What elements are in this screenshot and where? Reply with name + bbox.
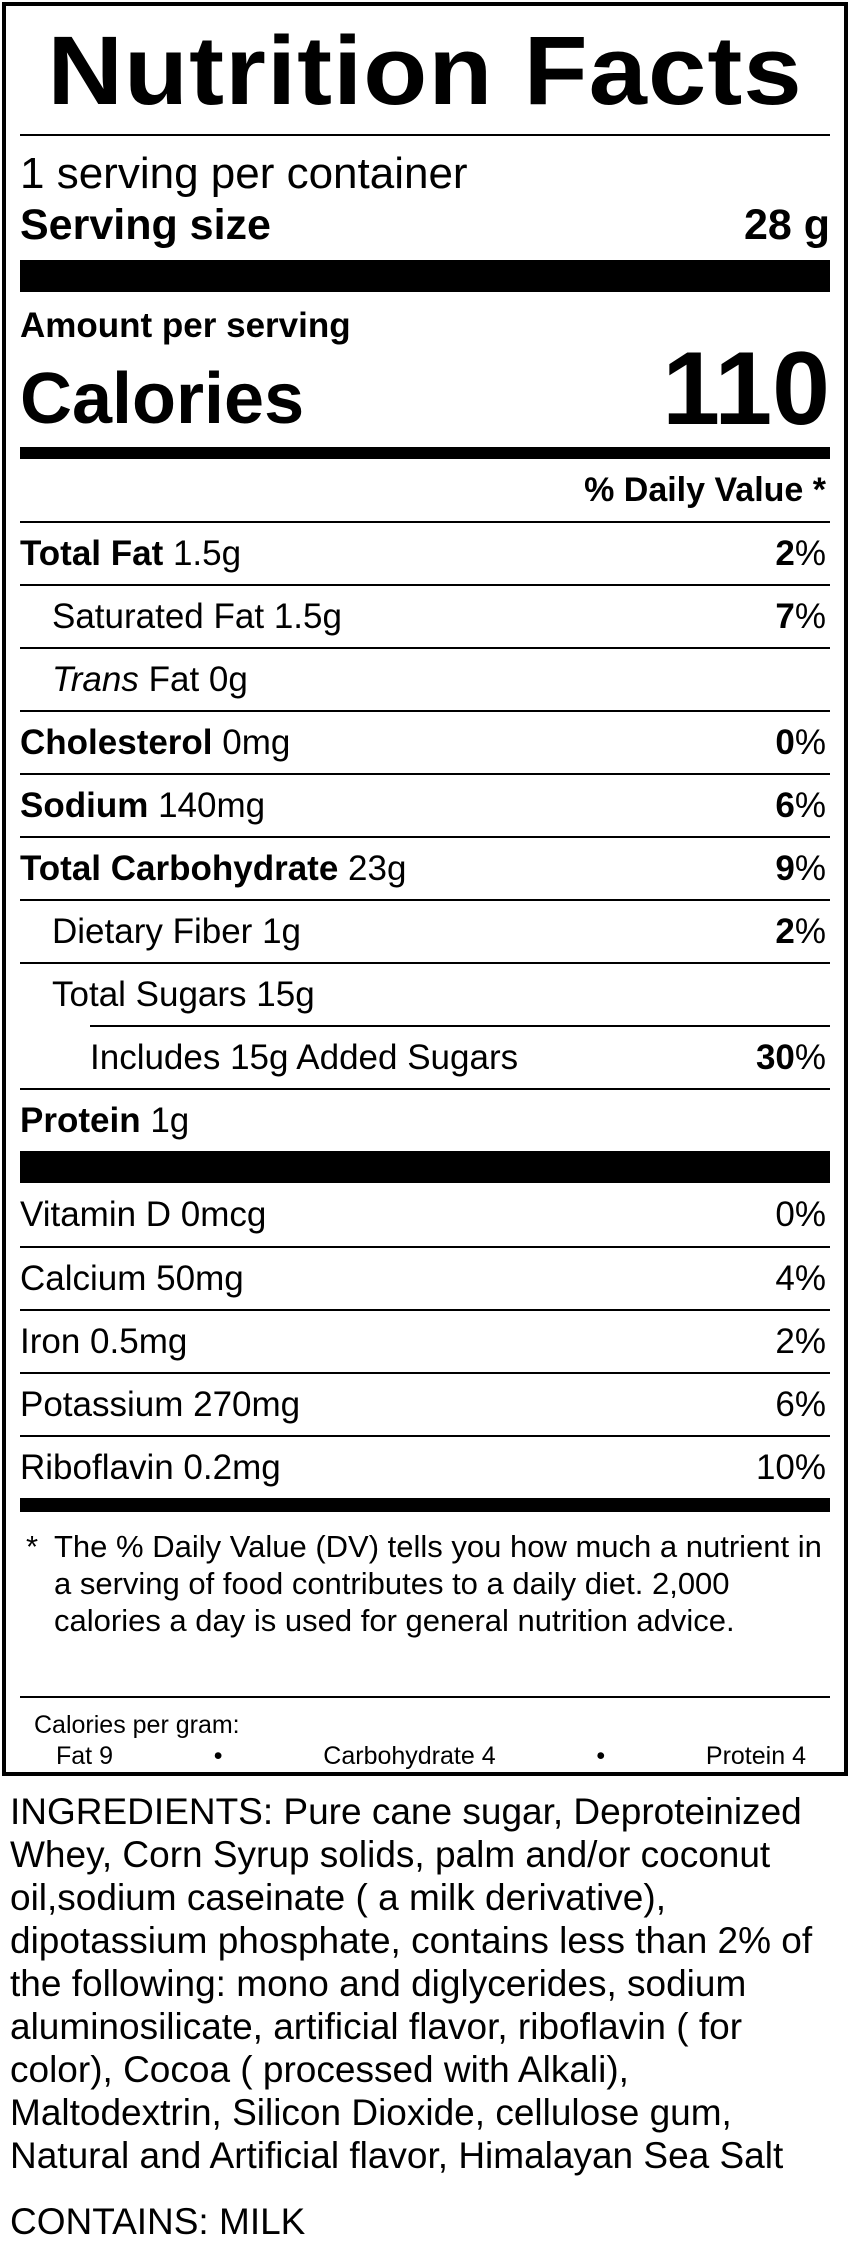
ingredients-list: INGREDIENTS: Pure cane sugar, Deproteini… bbox=[10, 1791, 813, 2176]
nutrient-amount: 23g bbox=[348, 848, 407, 888]
nutrient-row-saturated-fat: Saturated Fat 1.5g 7% bbox=[20, 584, 830, 647]
percent-sign: % bbox=[794, 1037, 826, 1077]
vitamin-label: Riboflavin 0.2mg bbox=[20, 1447, 281, 1487]
nutrient-name: Includes 15g Added Sugars bbox=[90, 1037, 519, 1077]
percent-sign: % bbox=[794, 596, 826, 636]
vitamin-percent: 10% bbox=[755, 1447, 826, 1487]
vitamin-percent: 0% bbox=[775, 1194, 826, 1234]
vitamin-label: Potassium 270mg bbox=[20, 1384, 301, 1424]
nutrient-name: Protein bbox=[20, 1100, 141, 1140]
nutrient-percent: 9 bbox=[775, 848, 795, 888]
carbohydrate-per-gram: Carbohydrate 4 bbox=[323, 1742, 496, 1770]
bullet-separator: • bbox=[213, 1742, 223, 1770]
fat-per-gram: Fat 9 bbox=[56, 1742, 113, 1770]
nutrient-percent: 0 bbox=[775, 722, 795, 762]
vitamin-percent: 2% bbox=[775, 1321, 826, 1361]
bullet-separator: • bbox=[596, 1742, 606, 1770]
panel-title: Nutrition Facts bbox=[47, 16, 803, 125]
nutrient-amount: 0g bbox=[208, 659, 248, 699]
daily-value-header: % Daily Value * bbox=[584, 471, 826, 509]
nutrient-percent: 6 bbox=[775, 785, 795, 825]
nutrient-name: Cholesterol bbox=[20, 722, 213, 762]
percent-sign: % bbox=[794, 785, 826, 825]
nutrient-name: Total Sugars bbox=[52, 974, 247, 1014]
thick-divider bbox=[20, 260, 830, 292]
nutrient-row-dietary-fiber: Dietary Fiber 1g 2% bbox=[20, 899, 830, 962]
vitamin-percent: 4% bbox=[775, 1258, 826, 1298]
vitamin-row-riboflavin: Riboflavin 0.2mg 10% bbox=[20, 1435, 830, 1498]
thick-divider bbox=[20, 1151, 830, 1183]
vitamin-label: Iron 0.5mg bbox=[20, 1321, 188, 1361]
nutrient-name-rest: Fat bbox=[138, 659, 200, 699]
vitamin-row-calcium: Calcium 50mg 4% bbox=[20, 1246, 830, 1309]
nutrient-row-cholesterol: Cholesterol 0mg 0% bbox=[20, 710, 830, 773]
nutrient-row-sodium: Sodium 140mg 6% bbox=[20, 773, 830, 836]
medium-divider bbox=[20, 1498, 830, 1512]
nutrient-percent: 2 bbox=[775, 911, 795, 951]
amount-per-serving: Amount per serving bbox=[20, 306, 351, 345]
protein-per-gram: Protein 4 bbox=[705, 1742, 806, 1770]
calories-value: 110 bbox=[662, 331, 830, 447]
nutrient-percent: 30 bbox=[755, 1037, 795, 1077]
nutrient-name: Total Fat bbox=[20, 533, 164, 573]
nutrient-amount: 140mg bbox=[158, 785, 266, 825]
calories-label: Calories bbox=[20, 359, 305, 439]
medium-divider bbox=[20, 447, 830, 459]
vitamin-row-iron: Iron 0.5mg 2% bbox=[20, 1309, 830, 1372]
nutrient-name: Total Carbohydrate bbox=[20, 848, 339, 888]
nutrient-amount: 1g bbox=[262, 911, 301, 951]
percent-sign: % bbox=[794, 722, 826, 762]
nutrient-amount: 0mg bbox=[222, 722, 291, 762]
nutrient-amount: 15g bbox=[256, 974, 315, 1014]
servings-per-container: 1 serving per container bbox=[20, 149, 468, 198]
footnote-asterisk: * bbox=[26, 1529, 39, 1564]
serving-size-row: Serving size 28 g bbox=[20, 196, 830, 260]
vitamin-label: Vitamin D 0mcg bbox=[20, 1194, 267, 1234]
serving-size-label: Serving size bbox=[20, 201, 271, 249]
nutrient-row-total-sugars: Total Sugars 15g bbox=[20, 962, 830, 1025]
nutrient-row-total-carbohydrate: Total Carbohydrate 23g 9% bbox=[20, 836, 830, 899]
vitamin-label: Calcium 50mg bbox=[20, 1258, 244, 1298]
footnote-text: The % Daily Value (DV) tells you how muc… bbox=[54, 1529, 822, 1638]
vitamin-row-potassium: Potassium 270mg 6% bbox=[20, 1372, 830, 1435]
nutrient-name: Dietary Fiber bbox=[52, 911, 253, 951]
nutrient-name: Sodium bbox=[20, 785, 149, 825]
vitamin-row-vitamin-d: Vitamin D 0mcg 0% bbox=[20, 1183, 830, 1246]
percent-sign: % bbox=[794, 848, 826, 888]
nutrient-percent: 7 bbox=[775, 596, 795, 636]
nutrient-amount: 1.5g bbox=[172, 533, 242, 573]
nutrition-facts-panel: Nutrition Facts 1 serving per container … bbox=[2, 2, 848, 1776]
calories-per-gram-items: Fat 9 • Carbohydrate 4 • Protein 4 bbox=[34, 1741, 830, 1772]
divider bbox=[20, 134, 830, 136]
added-sugars-wrap: Includes 15g Added Sugars 30% bbox=[90, 1025, 830, 1088]
calories-per-gram-label: Calories per gram: bbox=[34, 1711, 240, 1739]
nutrient-row-added-sugars: Includes 15g Added Sugars 30% bbox=[90, 1025, 830, 1088]
percent-sign: % bbox=[794, 533, 826, 573]
nutrient-row-protein: Protein 1g bbox=[20, 1088, 830, 1151]
nutrient-percent: 2 bbox=[775, 533, 795, 573]
vitamin-percent: 6% bbox=[775, 1384, 826, 1424]
nutrient-row-total-fat: Total Fat 1.5g 2% bbox=[20, 521, 830, 584]
nutrient-name: Trans bbox=[52, 659, 139, 699]
allergen-statement: CONTAINS: MILK bbox=[10, 2201, 306, 2242]
daily-value-footnote: * The % Daily Value (DV) tells you how m… bbox=[20, 1512, 830, 1696]
nutrient-row-trans-fat: Trans Fat 0g bbox=[20, 647, 830, 710]
nutrient-amount: 1.5g bbox=[273, 596, 342, 636]
nutrient-name: Saturated Fat bbox=[52, 596, 265, 636]
calories-row: Calories 110 bbox=[20, 337, 830, 441]
calories-per-gram: Calories per gram: Fat 9 • Carbohydrate … bbox=[20, 1696, 830, 1772]
nutrient-amount: 1g bbox=[150, 1100, 190, 1140]
serving-size-value: 28 g bbox=[743, 201, 830, 249]
vitamins-list: Vitamin D 0mcg 0% Calcium 50mg 4% Iron 0… bbox=[20, 1183, 830, 1498]
percent-sign: % bbox=[794, 911, 826, 951]
